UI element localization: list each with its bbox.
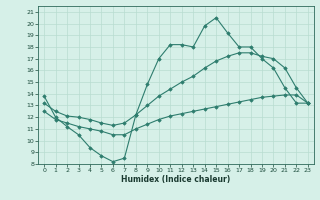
X-axis label: Humidex (Indice chaleur): Humidex (Indice chaleur) — [121, 175, 231, 184]
